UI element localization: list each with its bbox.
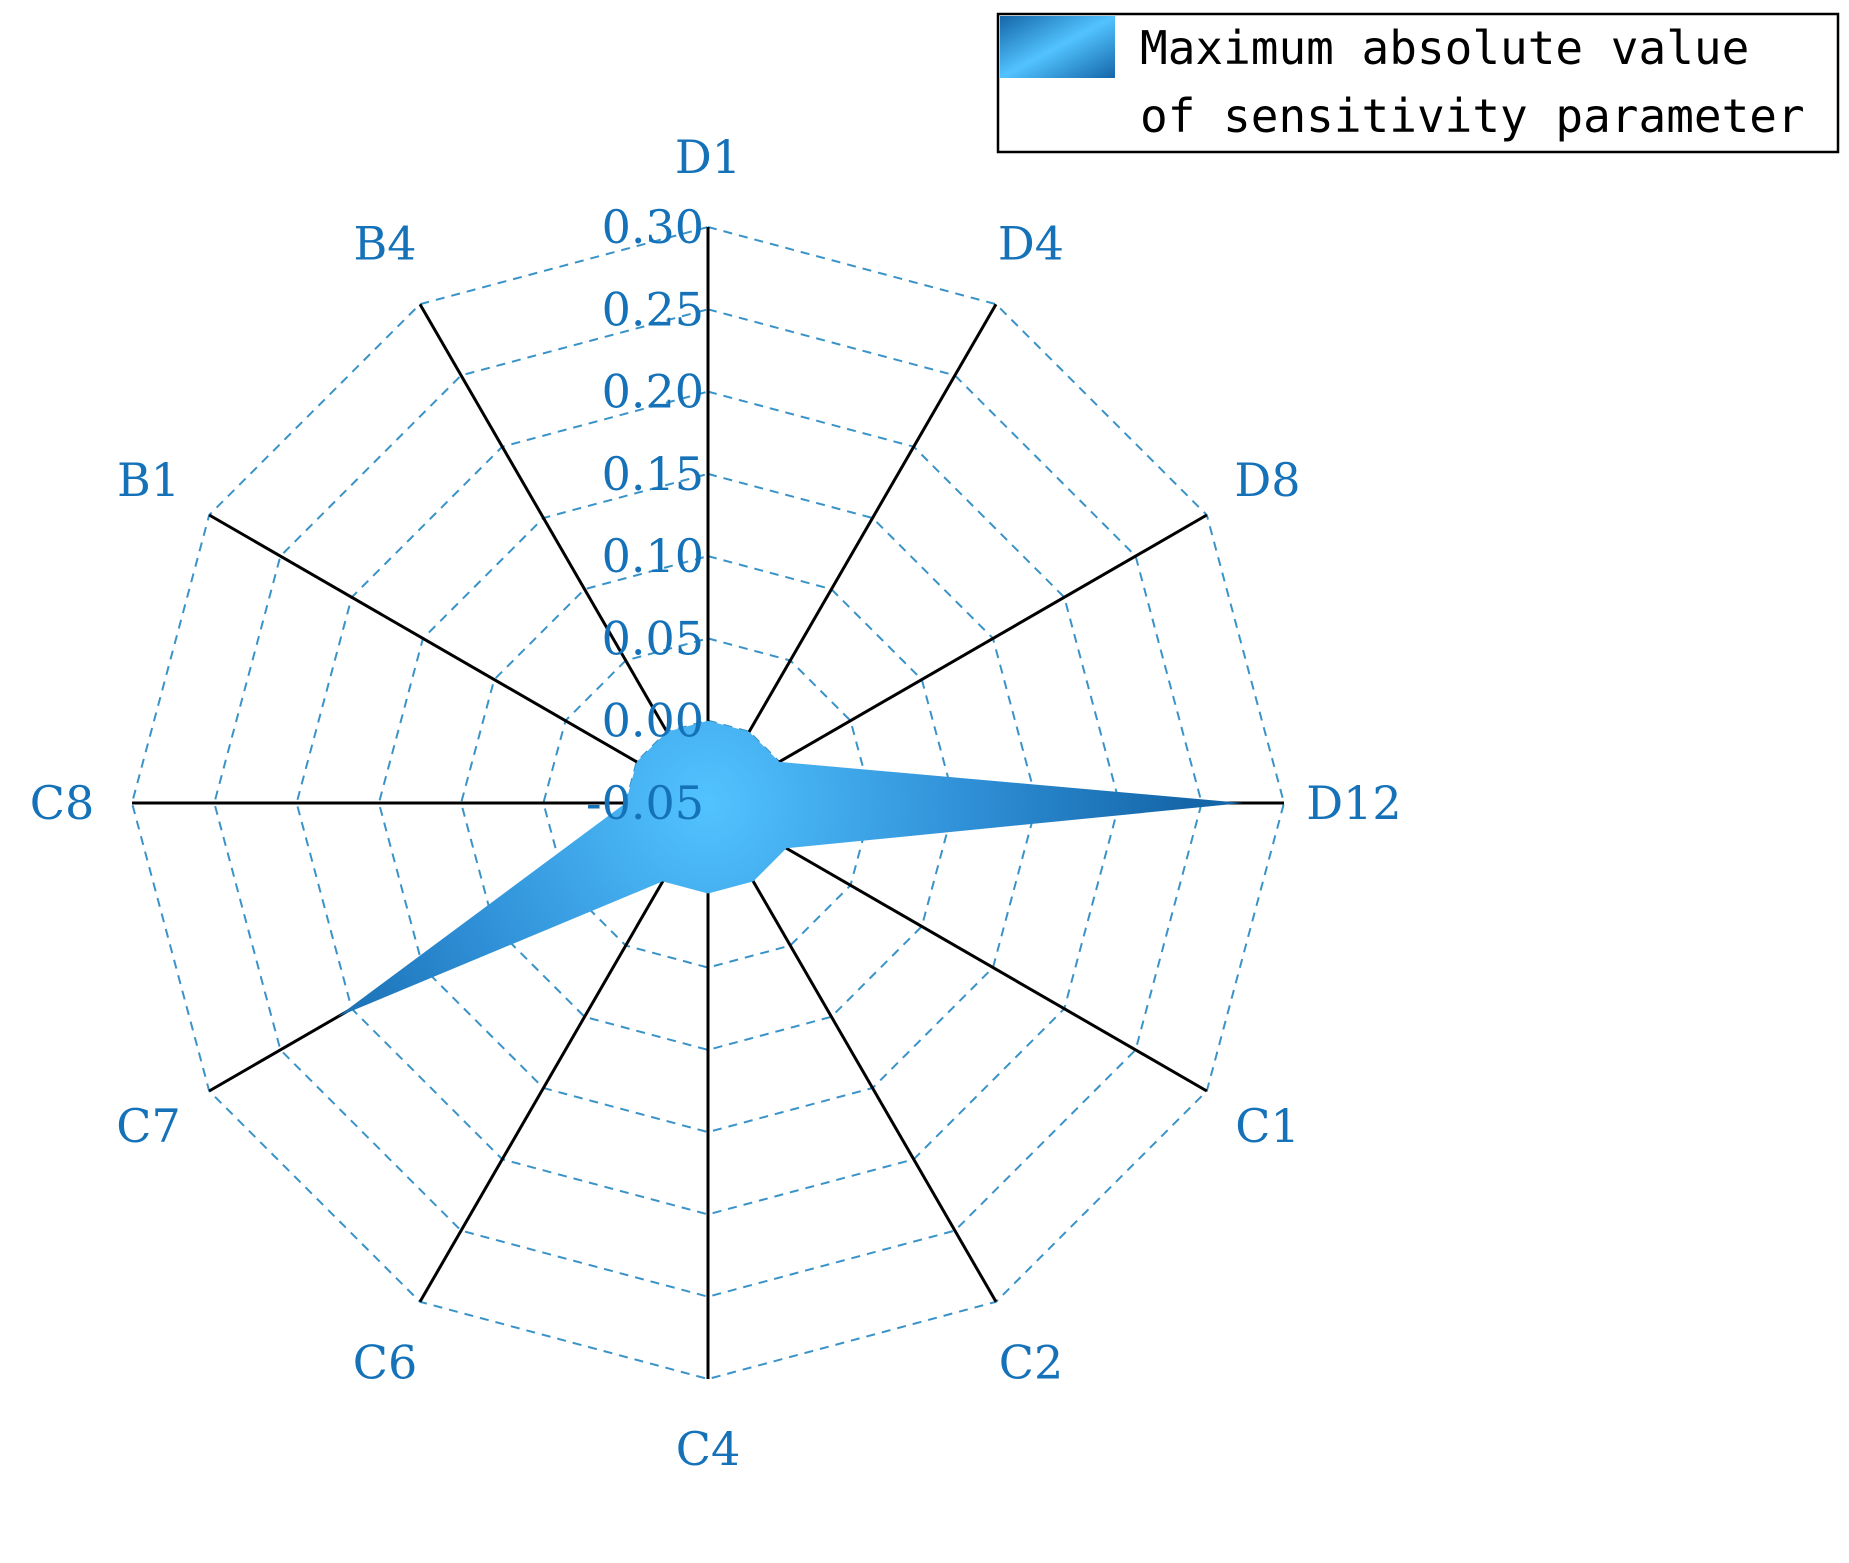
axis-line-d8: [708, 515, 1207, 803]
series-area-0: [337, 721, 1243, 1017]
legend-text-line2: of sensitivity parameter: [1140, 89, 1805, 143]
tick-label-7: -0.05: [586, 776, 704, 830]
tick-label-2: 0.20: [602, 365, 704, 419]
category-label-c8: C8: [30, 776, 94, 830]
category-label-d8: D8: [1234, 453, 1300, 507]
tick-label-3: 0.15: [602, 447, 704, 501]
category-label-d4: D4: [998, 217, 1064, 271]
radial-tick-labels: 0.30 0.25 0.20 0.15 0.10 0.05 0.00 -0.05: [586, 200, 704, 830]
radar-series: [337, 721, 1243, 1017]
category-label-d12: D12: [1306, 776, 1401, 830]
legend-text-line1: Maximum absolute value: [1140, 21, 1749, 75]
category-label-b4: B4: [353, 217, 416, 271]
category-label-c1: C1: [1235, 1099, 1299, 1153]
legend: Maximum absolute value of sensitivity pa…: [998, 14, 1838, 152]
tick-label-5: 0.05: [602, 611, 704, 665]
category-label-c4: C4: [676, 1422, 740, 1476]
tick-label-6: 0.00: [602, 694, 704, 748]
tick-label-0: 0.30: [602, 200, 704, 254]
category-label-c7: C7: [116, 1099, 180, 1153]
category-label-c2: C2: [999, 1336, 1063, 1390]
category-label-b1: B1: [117, 453, 180, 507]
legend-swatch: [1000, 16, 1115, 78]
category-label-d1: D1: [675, 130, 741, 184]
category-label-c6: C6: [353, 1336, 417, 1390]
tick-label-1: 0.25: [602, 282, 704, 336]
tick-label-4: 0.10: [602, 529, 704, 583]
